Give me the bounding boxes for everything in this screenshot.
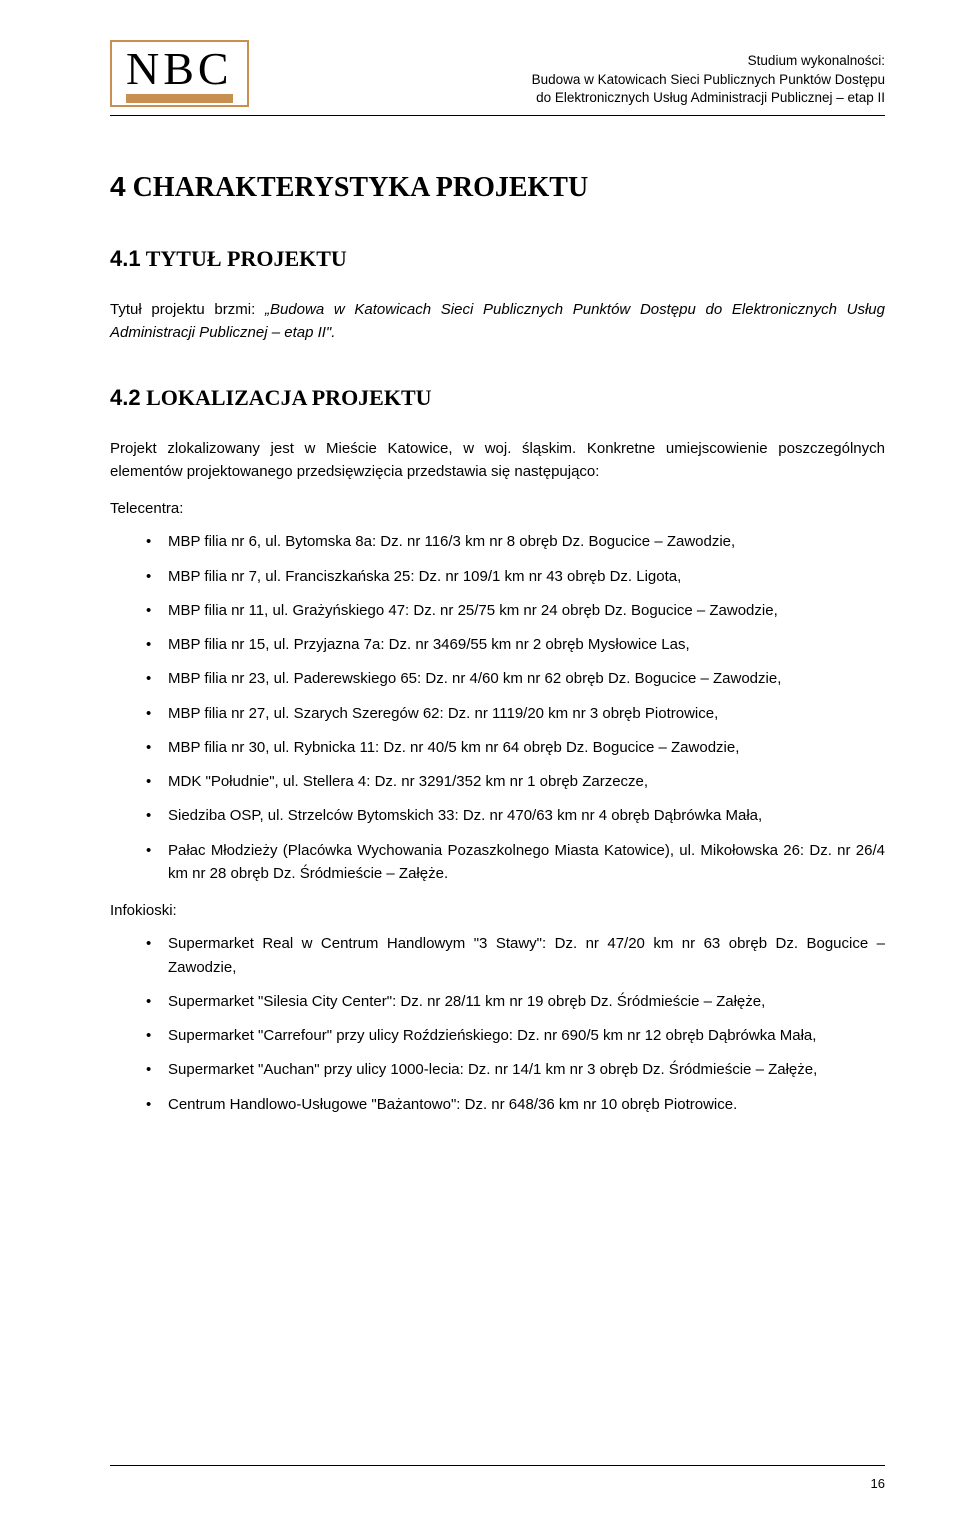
subsection-number: 4.2 xyxy=(110,385,141,410)
list-item: MBP filia nr 7, ul. Franciszkańska 25: D… xyxy=(146,565,885,588)
logo: NBC xyxy=(110,40,249,107)
subsection-title: TYTUŁ PROJEKTU xyxy=(146,246,347,271)
list-item: Supermarket "Carrefour" przy ulicy Roźdz… xyxy=(146,1024,885,1047)
list-item: Pałac Młodzieży (Placówka Wychowania Poz… xyxy=(146,839,885,886)
header-line-1: Studium wykonalności: xyxy=(532,52,885,70)
list-item: Centrum Handlowo-Usługowe "Bażantowo": D… xyxy=(146,1093,885,1116)
list-item: MBP filia nr 27, ul. Szarych Szeregów 62… xyxy=(146,702,885,725)
project-title-paragraph: Tytuł projektu brzmi: „Budowa w Katowica… xyxy=(110,298,885,345)
subsection-4-2: 4.2 LOKALIZACJA PROJEKTU Projekt zlokali… xyxy=(110,385,885,1116)
list-item: MBP filia nr 23, ul. Paderewskiego 65: D… xyxy=(146,667,885,690)
header-line-3: do Elektronicznych Usług Administracji P… xyxy=(532,89,885,107)
document-page: NBC Studium wykonalności: Budowa w Katow… xyxy=(0,0,960,1521)
page-header: NBC Studium wykonalności: Budowa w Katow… xyxy=(110,40,885,107)
footer-divider xyxy=(110,1465,885,1466)
list-item: MBP filia nr 11, ul. Grażyńskiego 47: Dz… xyxy=(146,599,885,622)
list-item: MBP filia nr 6, ul. Bytomska 8a: Dz. nr … xyxy=(146,530,885,553)
infokioski-list: Supermarket Real w Centrum Handlowym "3 … xyxy=(110,932,885,1116)
list-item: MBP filia nr 30, ul. Rybnicka 11: Dz. nr… xyxy=(146,736,885,759)
intro-prefix: Tytuł projektu brzmi: xyxy=(110,301,265,318)
telecentra-label: Telecentra: xyxy=(110,497,885,520)
logo-underline xyxy=(126,94,233,103)
list-item: Supermarket "Silesia City Center": Dz. n… xyxy=(146,990,885,1013)
list-item: Supermarket "Auchan" przy ulicy 1000-lec… xyxy=(146,1058,885,1081)
localization-paragraph: Projekt zlokalizowany jest w Mieście Kat… xyxy=(110,437,885,484)
header-divider xyxy=(110,115,885,116)
page-number: 16 xyxy=(871,1476,885,1491)
subsection-heading: 4.1 TYTUŁ PROJEKTU xyxy=(110,246,885,272)
list-item: MBP filia nr 15, ul. Przyjazna 7a: Dz. n… xyxy=(146,633,885,656)
subsection-number: 4.1 xyxy=(110,246,141,271)
list-item: Supermarket Real w Centrum Handlowym "3 … xyxy=(146,932,885,979)
logo-text: NBC xyxy=(126,46,233,92)
section-title: CHARAKTERYSTYKA PROJEKTU xyxy=(133,172,589,203)
subsection-heading: 4.2 LOKALIZACJA PROJEKTU xyxy=(110,385,885,411)
telecentra-list: MBP filia nr 6, ul. Bytomska 8a: Dz. nr … xyxy=(110,530,885,885)
infokioski-label: Infokioski: xyxy=(110,899,885,922)
subsection-4-1: 4.1 TYTUŁ PROJEKTU Tytuł projektu brzmi:… xyxy=(110,246,885,345)
section-heading: 4 CHARAKTERYSTYKA PROJEKTU xyxy=(110,171,885,204)
subsection-title: LOKALIZACJA PROJEKTU xyxy=(146,385,431,410)
header-meta: Studium wykonalności: Budowa w Katowicac… xyxy=(532,52,885,107)
logo-box: NBC xyxy=(110,40,249,107)
section-number: 4 xyxy=(110,171,126,202)
header-line-2: Budowa w Katowicach Sieci Publicznych Pu… xyxy=(532,71,885,89)
list-item: MDK "Południe", ul. Stellera 4: Dz. nr 3… xyxy=(146,770,885,793)
list-item: Siedziba OSP, ul. Strzelców Bytomskich 3… xyxy=(146,804,885,827)
